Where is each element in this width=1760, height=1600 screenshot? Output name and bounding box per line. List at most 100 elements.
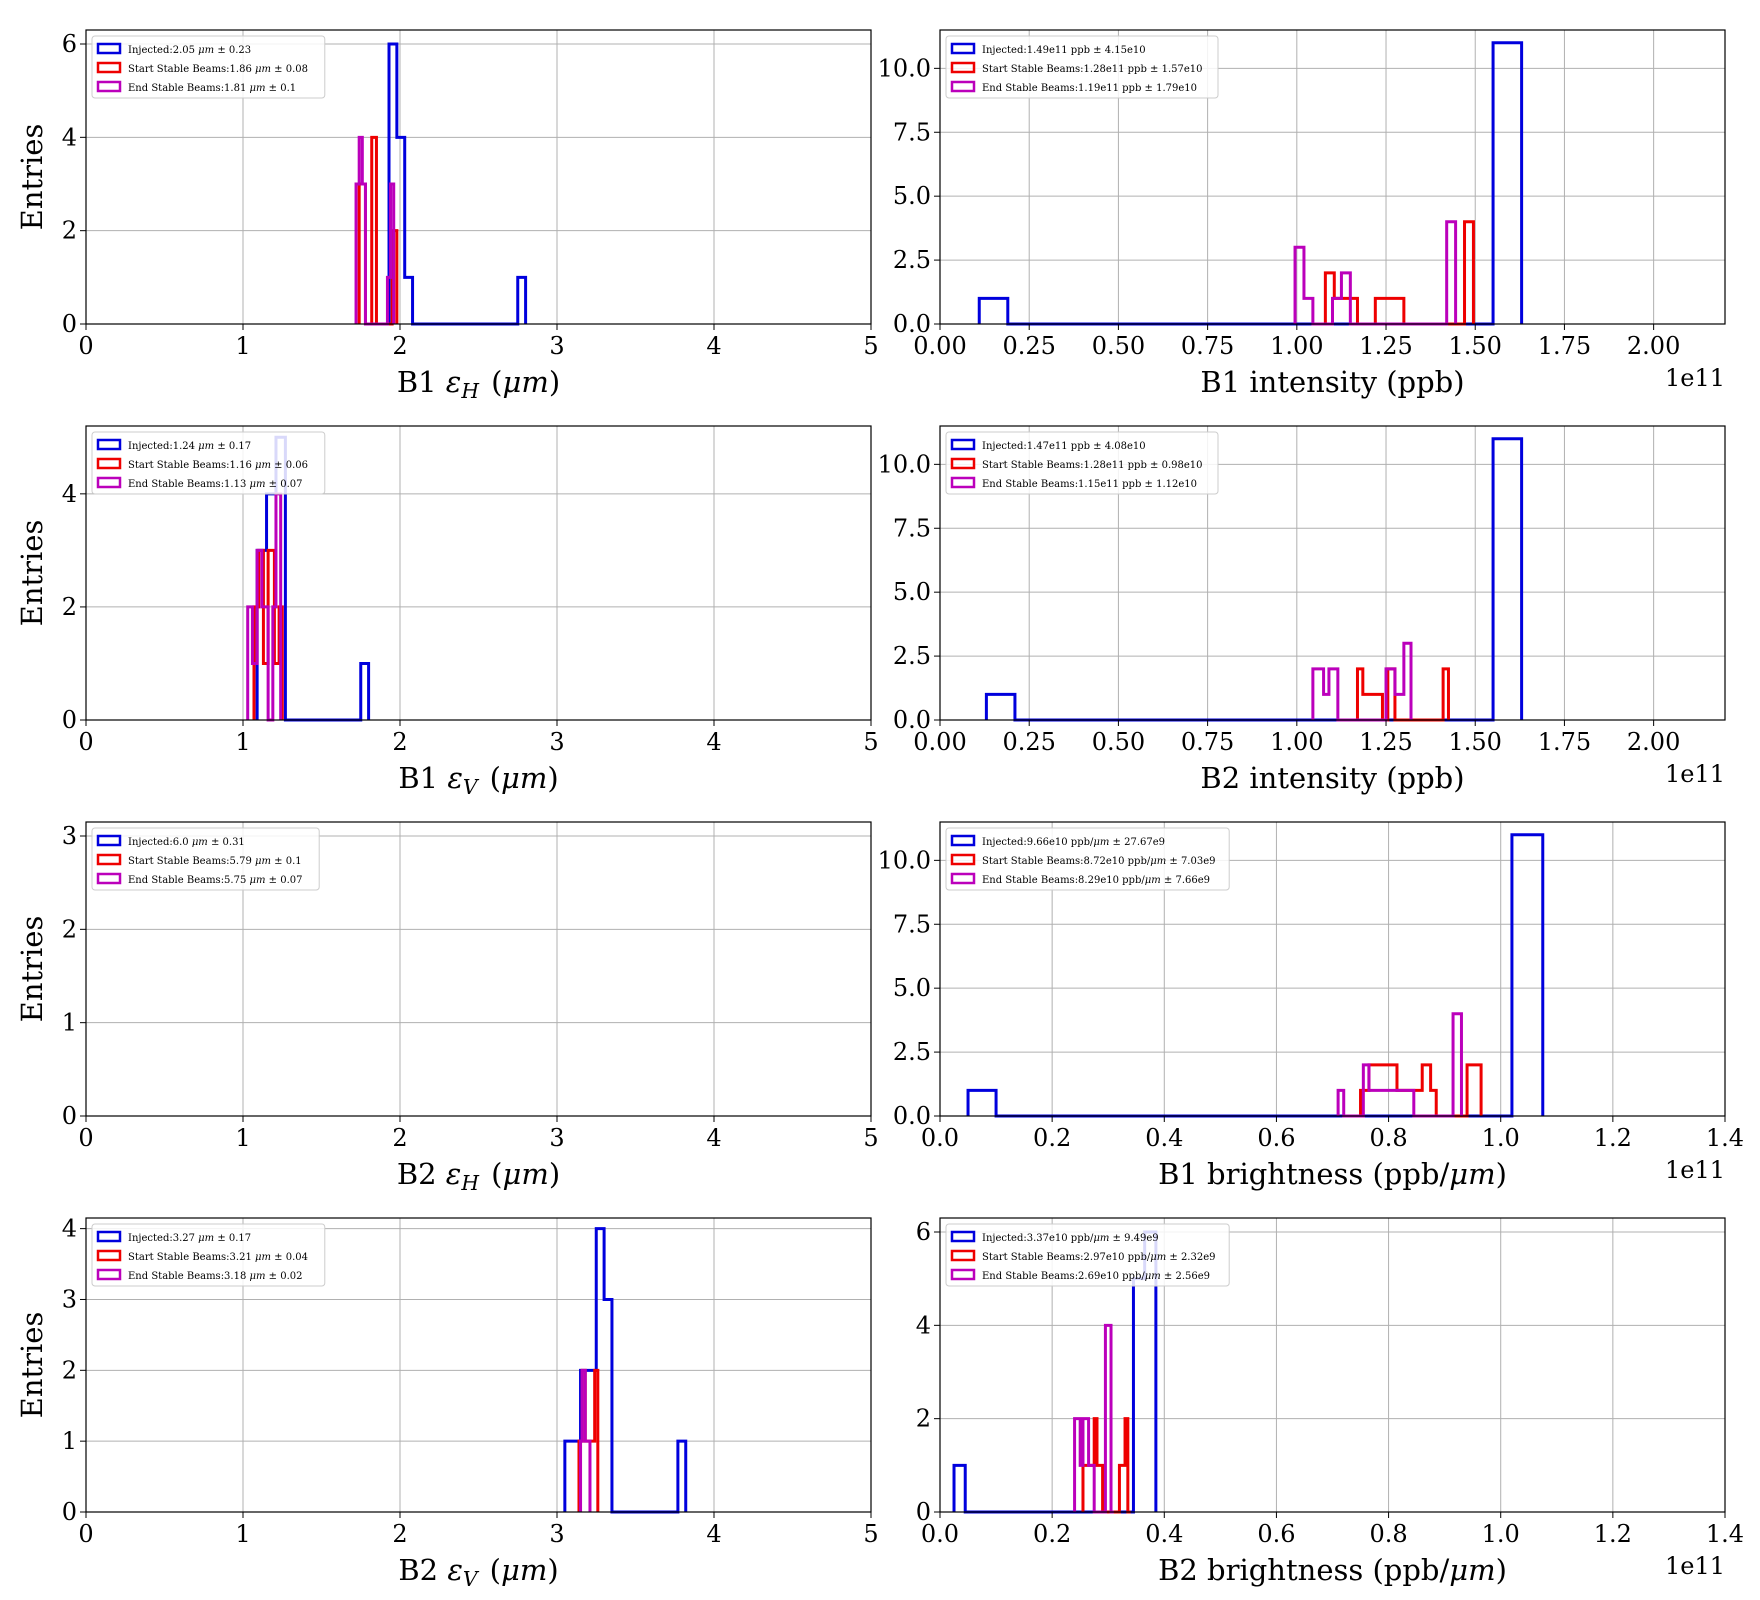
y-tick-label: 7.5 — [893, 910, 931, 938]
x-tick-label: 5 — [863, 332, 878, 360]
y-tick-label: 4 — [62, 480, 77, 508]
x-tick-label: 4 — [706, 1124, 721, 1152]
x-tick-label: 1.50 — [1449, 332, 1502, 360]
legend-swatch — [96, 1249, 122, 1262]
y-tick-label: 2 — [62, 915, 77, 943]
x-tick-label: 0.0 — [921, 1520, 959, 1548]
x-tick-label: 1.25 — [1359, 332, 1412, 360]
x-offset-label: 1e11 — [1665, 364, 1725, 392]
y-tick-label: 10.0 — [878, 450, 931, 478]
legend-box — [91, 35, 326, 99]
legend-entry: End Stable Beams:1.15e11 ppb ± 1.12e10 — [982, 479, 1197, 490]
x-tick-label: 3 — [549, 1124, 564, 1152]
y-tick-label: 2 — [62, 593, 77, 621]
x-tick-label: 0.6 — [1257, 1520, 1295, 1548]
legend-swatch — [96, 834, 122, 847]
x-axis-label: B1 εH (μm) — [397, 365, 560, 403]
y-tick-label: 6 — [916, 1218, 931, 1246]
x-tick-label: 0.75 — [1181, 332, 1234, 360]
y-tick-label: 0 — [916, 1498, 931, 1526]
y-tick-label: 5.0 — [893, 578, 931, 606]
chart-panel-8: 0.0 0.2 0.4 0.6 0.8 1.0 1.2 1.4 0 2 4 6 B2 brightnes… — [916, 1217, 1744, 1587]
legend-box — [945, 1223, 1230, 1287]
histogram-series-1 — [563, 1227, 688, 1514]
y-tick-label: 2.5 — [893, 246, 931, 274]
y-axis-label: Entries — [15, 1312, 49, 1419]
x-tick-label: 4 — [706, 332, 721, 360]
chart-panel-2: 0.00 0.25 0.50 0.75 1.00 1.25 1.50 1.75 2.00 0.0 2… — [878, 29, 1726, 399]
x-offset-label: 1e11 — [1665, 1552, 1725, 1580]
x-tick-label: 0.8 — [1369, 1520, 1407, 1548]
legend-entry: End Stable Beams:1.13 μm ± 0.07 — [128, 479, 303, 490]
histogram-series-3 — [1073, 1323, 1114, 1514]
legend-entry: End Stable Beams:5.75 μm ± 0.07 — [128, 875, 303, 886]
legend-swatch — [96, 457, 122, 470]
x-tick-label: 2 — [392, 1124, 407, 1152]
y-tick-label: 7.5 — [893, 118, 931, 146]
x-axis-label: B1 intensity (ppb) — [1200, 365, 1464, 399]
x-tick-label: 1 — [235, 728, 250, 756]
axes-frame — [85, 1217, 872, 1513]
y-tick-label: 3 — [62, 822, 77, 850]
legend-swatch — [96, 61, 122, 74]
x-tick-label: 1.75 — [1538, 332, 1591, 360]
legend-swatch — [96, 1230, 122, 1243]
y-tick-label: 0.0 — [893, 310, 931, 338]
y-tick-label: 0 — [62, 310, 77, 338]
legend-entry: Injected:2.05 μm ± 0.23 — [128, 45, 251, 56]
y-tick-label: 3 — [62, 1285, 77, 1313]
x-tick-label: 0 — [78, 1520, 93, 1548]
x-tick-label: 0.00 — [913, 728, 966, 756]
x-tick-label: 3 — [549, 728, 564, 756]
legend-box — [945, 431, 1219, 495]
histogram-series-3 — [1293, 220, 1458, 326]
legend-entry: Injected:1.49e11 ppb ± 4.15e10 — [982, 45, 1146, 56]
legend-entry: Injected:3.27 μm ± 0.17 — [128, 1233, 251, 1244]
x-offset-label: 1e11 — [1665, 1156, 1725, 1184]
x-tick-label: 1.00 — [1270, 728, 1323, 756]
legend-entry: Injected:6.0 μm ± 0.31 — [128, 837, 245, 848]
y-tick-label: 4 — [62, 123, 77, 151]
x-tick-label: 1.00 — [1270, 332, 1323, 360]
y-axis-label: Entries — [15, 520, 49, 627]
histogram-series-1 — [387, 42, 528, 326]
legend-swatch — [950, 1230, 976, 1243]
x-tick-label: 1 — [235, 1520, 250, 1548]
legend-entry: End Stable Beams:1.81 μm ± 0.1 — [128, 83, 296, 94]
y-tick-label: 2.5 — [893, 642, 931, 670]
y-tick-label: 0 — [62, 1102, 77, 1130]
x-tick-label: 1.4 — [1706, 1520, 1744, 1548]
x-tick-label: 1.50 — [1449, 728, 1502, 756]
x-tick-label: 4 — [706, 728, 721, 756]
chart-panel-1: 0 1 2 3 4 5 0 2 4 6 B1 εH (μm) Entries Injected:2.05… — [15, 29, 879, 403]
x-axis-label: B2 intensity (ppb) — [1200, 761, 1464, 795]
legend-swatch — [950, 834, 976, 847]
y-axis-label: Entries — [15, 916, 49, 1023]
x-tick-label: 3 — [549, 1520, 564, 1548]
legend-swatch — [950, 42, 976, 55]
legend-box — [91, 431, 326, 495]
x-tick-label: 2 — [392, 1520, 407, 1548]
x-tick-label: 1.0 — [1482, 1520, 1520, 1548]
x-tick-label: 0.25 — [1002, 332, 1055, 360]
x-tick-label: 1.2 — [1594, 1520, 1632, 1548]
histogram-series-3 — [246, 492, 283, 722]
x-tick-label: 0.6 — [1257, 1124, 1295, 1152]
y-tick-label: 0 — [62, 706, 77, 734]
histogram-series-3 — [354, 135, 396, 326]
x-tick-label: 0 — [78, 728, 93, 756]
x-axis-label: B2 εV (μm) — [398, 1553, 558, 1591]
x-tick-label: 2 — [392, 332, 407, 360]
legend-swatch — [96, 42, 122, 55]
x-tick-label: 0.25 — [1002, 728, 1055, 756]
chart-panel-6: 0.0 0.2 0.4 0.6 0.8 1.0 1.2 1.4 0.0 2.5 5.0 7.5 10.0… — [878, 821, 1744, 1191]
y-tick-label: 10.0 — [878, 846, 931, 874]
axes-frame — [939, 425, 1726, 721]
legend-entry: End Stable Beams:1.19e11 ppb ± 1.79e10 — [982, 83, 1197, 94]
x-tick-label: 0.50 — [1092, 332, 1145, 360]
x-tick-label: 2.00 — [1627, 332, 1680, 360]
legend-swatch — [950, 61, 976, 74]
legend-entry: Injected:1.24 μm ± 0.17 — [128, 441, 251, 452]
y-tick-label: 4 — [916, 1311, 931, 1339]
